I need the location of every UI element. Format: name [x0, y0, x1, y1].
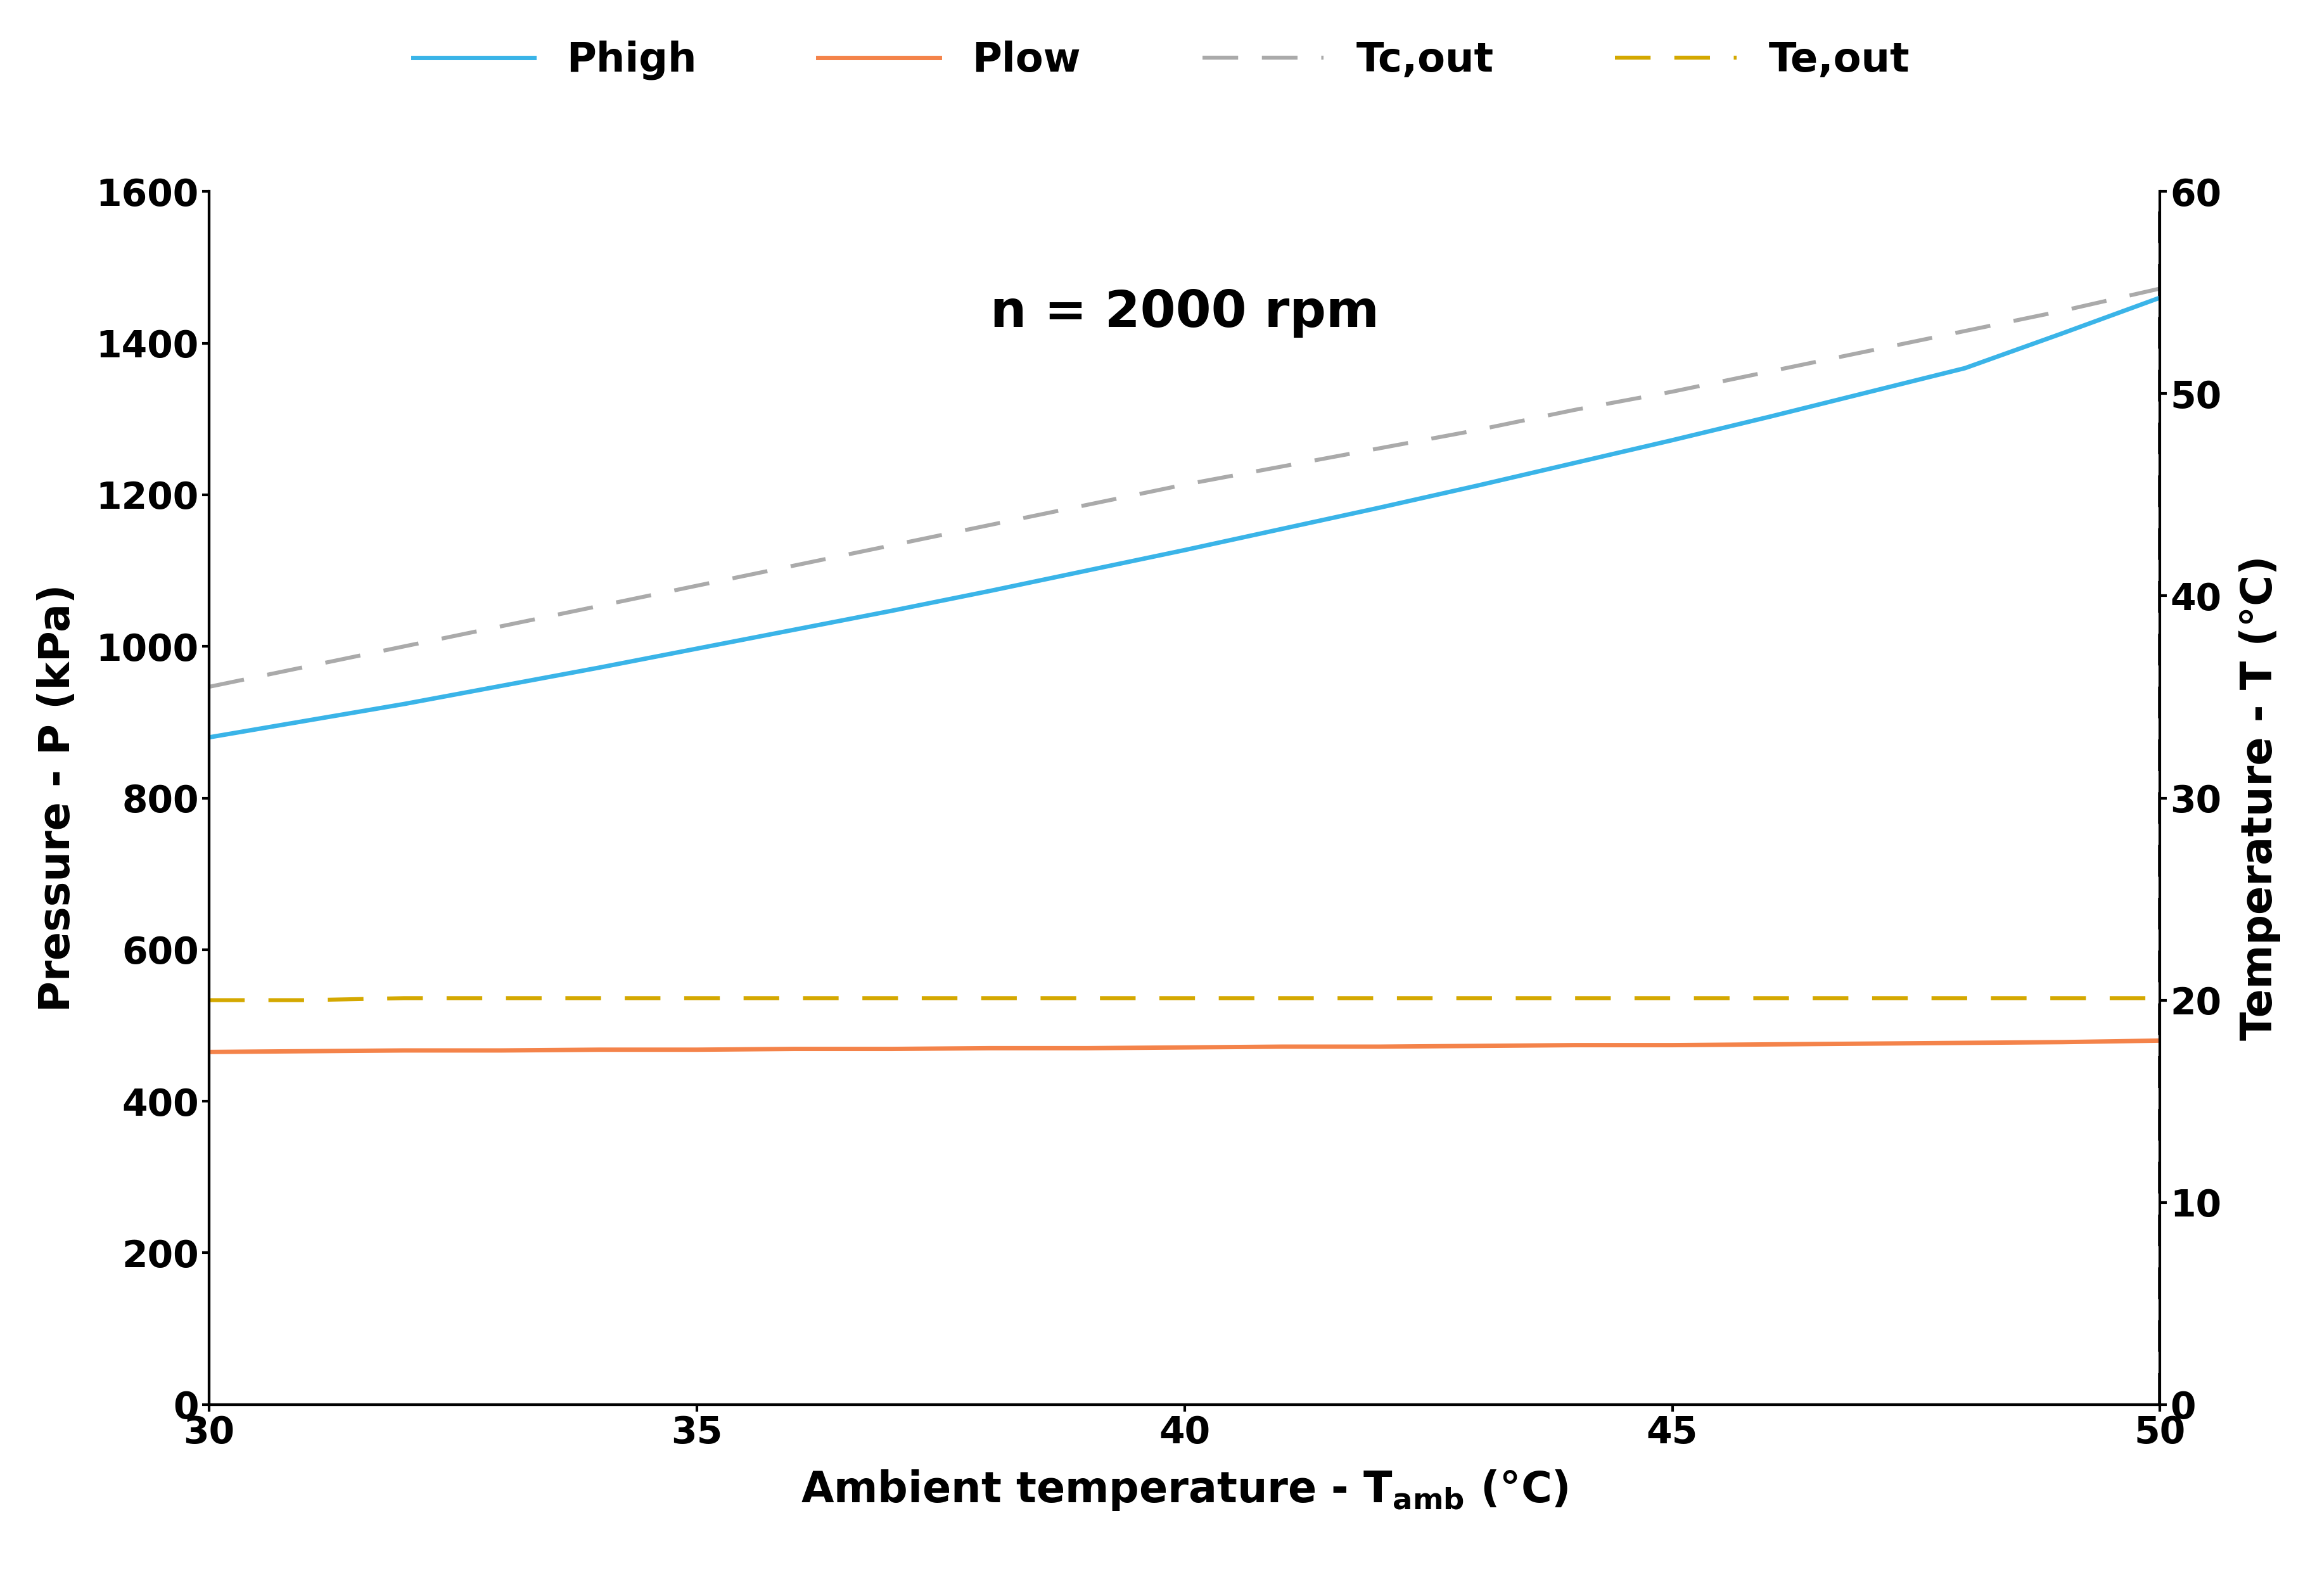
Y-axis label: Pressure - P (kPa): Pressure - P (kPa) — [37, 584, 79, 1012]
Y-axis label: Temperature - T (°C): Temperature - T (°C) — [2238, 555, 2280, 1041]
X-axis label: Ambient temperature - T$_{\mathbf{amb}}$ (°C): Ambient temperature - T$_{\mathbf{amb}}$… — [801, 1468, 1567, 1513]
Legend: Phigh, Plow, Tc,out, Te,out: Phigh, Plow, Tc,out, Te,out — [392, 21, 1930, 101]
Text: n = 2000 rpm: n = 2000 rpm — [989, 289, 1379, 338]
